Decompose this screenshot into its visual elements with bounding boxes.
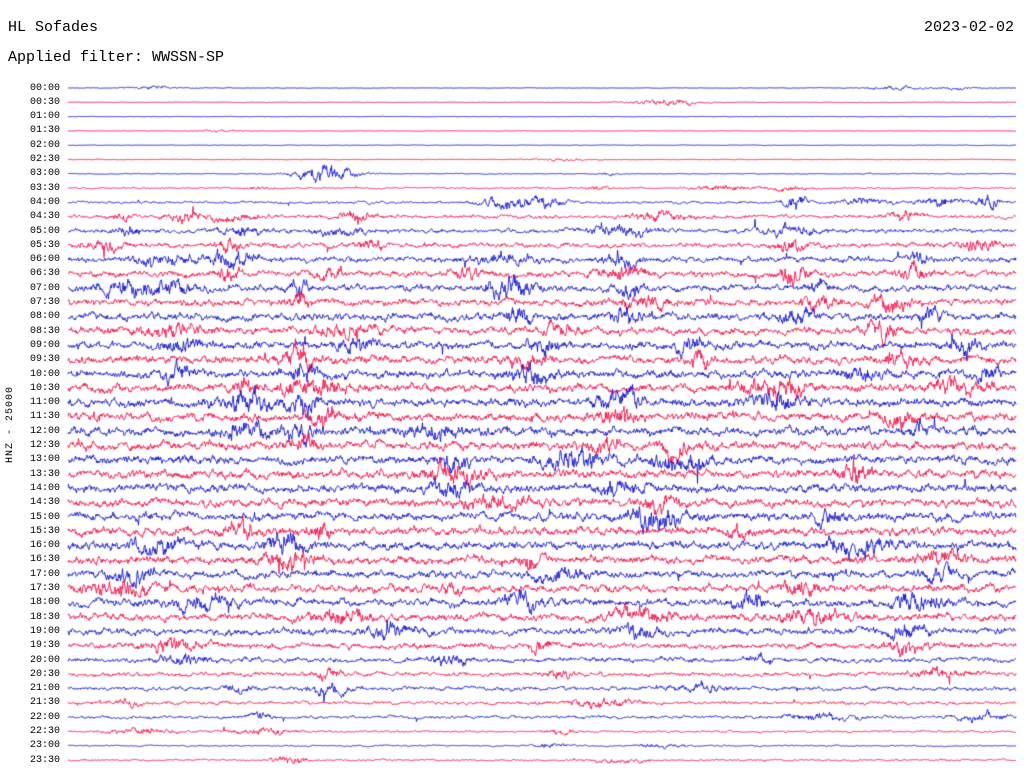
trace-time-label: 19:00 [29, 625, 60, 637]
date-label: 2023-02-02 [923, 19, 1014, 36]
trace-time-label: 22:30 [29, 726, 60, 737]
trace-time-label: 06:30 [29, 268, 60, 280]
trace-time-label: 08:30 [29, 325, 60, 337]
trace-time-label: 23:30 [29, 754, 60, 766]
trace-time-label: 17:00 [29, 568, 60, 580]
trace-time-label: 10:30 [29, 382, 60, 394]
trace-time-label: 00:00 [29, 82, 60, 94]
trace-time-label: 07:30 [29, 297, 60, 308]
trace-time-label: 15:30 [29, 525, 60, 537]
trace-time-label: 16:30 [29, 554, 60, 566]
trace-time-label: 23:00 [29, 740, 60, 752]
trace-time-label: 11:30 [29, 411, 60, 423]
trace-time-label: 12:30 [29, 440, 60, 451]
trace-time-label: 13:30 [29, 468, 60, 480]
trace-time-label: 13:00 [29, 454, 60, 466]
trace-time-label: 11:00 [29, 397, 60, 409]
trace-time-label: 02:30 [29, 154, 60, 165]
trace-time-label: 03:00 [29, 168, 60, 180]
filter-label: Applied filter: WWSSN-SP [8, 49, 225, 66]
trace-time-label: 22:00 [29, 711, 60, 723]
trace-time-label: 18:30 [29, 611, 60, 623]
trace-time-label: 14:00 [29, 482, 60, 494]
trace-time-label: 17:30 [29, 583, 60, 594]
trace-time-label: 00:30 [29, 96, 60, 108]
trace-time-label: 15:00 [29, 511, 60, 523]
trace-time-label: 14:30 [29, 497, 60, 509]
trace-time-label: 18:00 [29, 597, 60, 609]
trace-time-label: 16:00 [29, 540, 60, 552]
trace-time-label: 19:30 [29, 640, 60, 652]
trace-time-label: 21:30 [29, 697, 60, 709]
trace-time-label: 02:00 [29, 139, 60, 151]
station-name: HL Sofades [8, 19, 99, 36]
trace-time-label: 03:30 [29, 182, 60, 194]
trace-time-label: 01:00 [29, 111, 60, 123]
trace-time-label: 20:00 [29, 654, 60, 666]
trace-time-label: 07:00 [29, 282, 60, 294]
trace-time-label: 06:00 [29, 254, 60, 266]
trace-time-label: 12:00 [29, 425, 60, 437]
trace-time-label: 08:00 [29, 311, 60, 323]
trace-time-label: 05:30 [29, 239, 60, 251]
trace-time-label: 09:00 [29, 339, 60, 351]
trace-time-label: 01:30 [29, 125, 60, 137]
trace-time-label: 04:30 [29, 211, 60, 223]
trace-time-label: 09:30 [29, 354, 60, 366]
trace-time-label: 10:00 [29, 368, 60, 380]
trace-time-label: 20:30 [29, 668, 60, 680]
trace-time-label: 21:00 [29, 683, 60, 695]
trace-time-label: 05:00 [29, 225, 60, 237]
trace-time-label: 04:00 [29, 196, 60, 208]
